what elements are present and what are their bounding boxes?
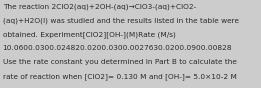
Text: obtained. Experiment[ClO2][OH-](M)Rate (M/s): obtained. Experiment[ClO2][OH-](M)Rate (… [3, 31, 175, 38]
Text: Use the rate constant you determined in Part B to calculate the: Use the rate constant you determined in … [3, 59, 236, 65]
Text: 10.0600.0300.024820.0200.0300.0027630.0200.0900.00828: 10.0600.0300.024820.0200.0300.0027630.02… [3, 45, 232, 51]
Text: The reaction 2ClO2(aq)+2OH-(aq)→ClO3-(aq)+ClO2-: The reaction 2ClO2(aq)+2OH-(aq)→ClO3-(aq… [3, 4, 196, 10]
Text: (aq)+H2O(l) was studied and the results listed in the table were: (aq)+H2O(l) was studied and the results … [3, 17, 239, 24]
Text: rate of reaction when [ClO2]= 0.130 M and [OH-]= 5.0×10-2 M: rate of reaction when [ClO2]= 0.130 M an… [3, 73, 236, 80]
